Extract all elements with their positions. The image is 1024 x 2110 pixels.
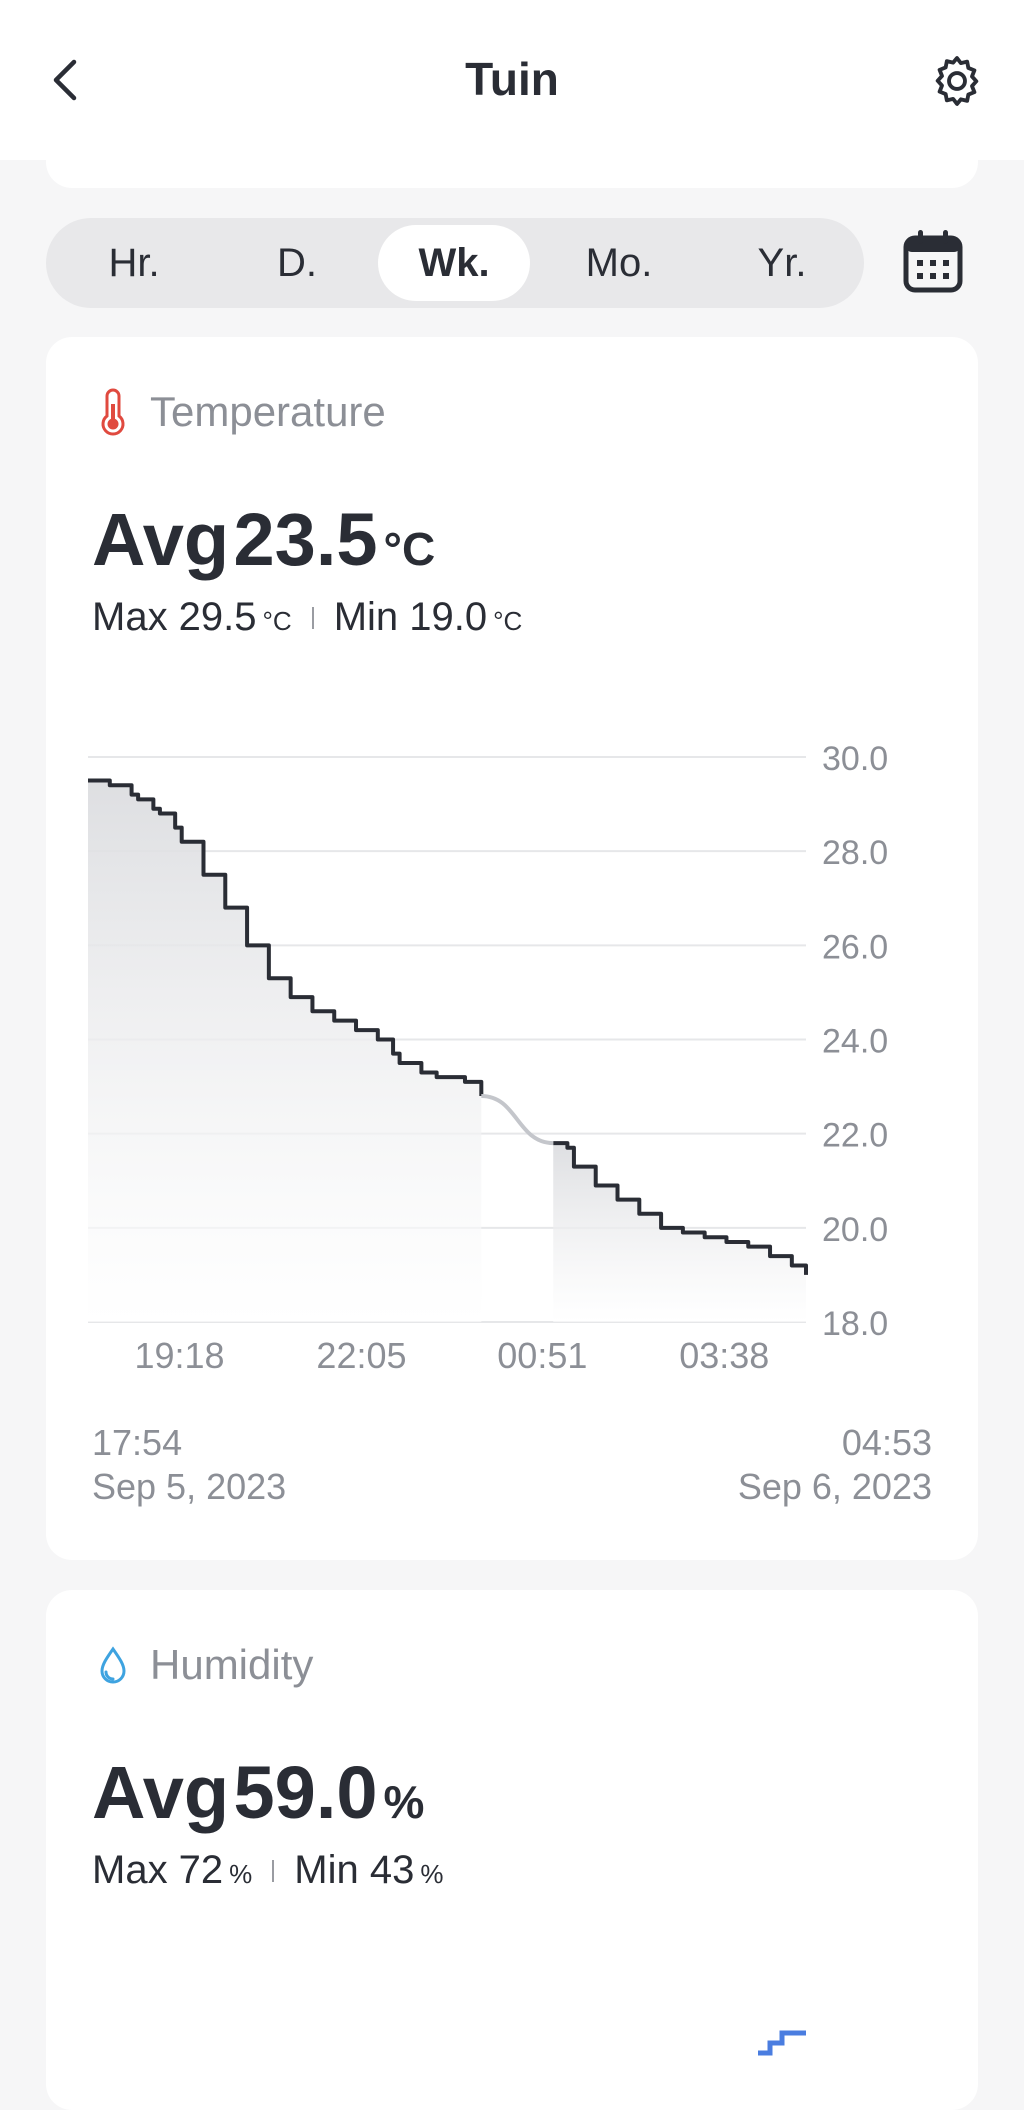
x-tick-label: 22:05 bbox=[316, 1335, 406, 1376]
humidity-average: Avg 59.0% bbox=[92, 1750, 424, 1835]
calendar-button[interactable] bbox=[902, 228, 964, 294]
temperature-header: Temperature bbox=[96, 387, 386, 437]
y-tick-label: 26.0 bbox=[822, 928, 888, 966]
temperature-min-max: Max 29.5 °C Min 19.0 °C bbox=[92, 595, 522, 640]
gear-icon bbox=[935, 56, 979, 106]
avg-temperature-unit: °C bbox=[383, 523, 436, 575]
back-button[interactable] bbox=[44, 50, 94, 110]
min-humidity: Min 43 bbox=[294, 1848, 415, 1892]
chevron-left-icon bbox=[53, 59, 77, 101]
min-temperature: Min 19.0 bbox=[333, 595, 488, 639]
tab-day[interactable]: D. bbox=[277, 240, 317, 285]
max-humidity-unit: % bbox=[229, 1859, 253, 1889]
humidity-card[interactable]: Humidity Avg 59.0% Max 72% Min 43% bbox=[46, 1590, 978, 2110]
page-title: Tuin bbox=[465, 53, 559, 105]
x-tick-label: 19:18 bbox=[134, 1335, 224, 1376]
avg-prefix: Avg bbox=[92, 498, 230, 581]
humidity-series-line bbox=[758, 2030, 806, 2056]
tab-week[interactable]: Wk. bbox=[378, 225, 530, 301]
avg-humidity-value: 59.0 bbox=[233, 1751, 378, 1834]
temperature-chart[interactable]: 30.0 28.0 26.0 24.0 22.0 20.0 18.0 19:18 22:05 0… bbox=[46, 337, 978, 1417]
avg-humidity-unit: % bbox=[383, 1776, 425, 1828]
range-start-date: Sep 5, 2023 bbox=[92, 1466, 287, 1507]
avg-temperature-value: 23.5 bbox=[233, 498, 378, 581]
temperature-title: Temperature bbox=[150, 388, 386, 435]
range-end: 04:53 Sep 6, 2023 bbox=[738, 1421, 932, 1509]
avg-prefix: Avg bbox=[92, 1751, 230, 1834]
min-humidity-unit: % bbox=[420, 1859, 444, 1889]
range-start-time: 17:54 bbox=[92, 1422, 183, 1463]
temperature-series-line bbox=[88, 778, 484, 1096]
tab-year[interactable]: Yr. bbox=[757, 240, 807, 285]
min-temperature-unit: °C bbox=[493, 606, 523, 636]
divider bbox=[311, 606, 314, 629]
range-start: 17:54 Sep 5, 2023 bbox=[92, 1421, 286, 1509]
y-tick-label: 30.0 bbox=[822, 740, 888, 778]
divider bbox=[272, 1859, 275, 1882]
calendar-icon bbox=[903, 230, 963, 293]
settings-button[interactable] bbox=[928, 52, 986, 110]
temperature-average: Avg 23.5 °C bbox=[92, 497, 435, 582]
humidity-min-max: Max 72% Min 43% bbox=[92, 1848, 443, 1893]
y-tick-label: 18.0 bbox=[822, 1305, 888, 1343]
temperature-series-line bbox=[553, 1141, 808, 1275]
period-selector: Hr. D. Wk. Mo. Yr. bbox=[46, 218, 864, 308]
temperature-gap-line bbox=[481, 1094, 554, 1146]
humidity-chart-preview bbox=[758, 2030, 806, 2056]
tab-hour[interactable]: Hr. bbox=[108, 240, 160, 285]
x-tick-label: 00:51 bbox=[497, 1335, 587, 1376]
water-drop-icon bbox=[100, 1646, 126, 1684]
y-tick-label: 20.0 bbox=[822, 1211, 888, 1249]
x-tick-label: 03:38 bbox=[679, 1335, 769, 1376]
top-bar: Tuin bbox=[0, 0, 1024, 160]
tab-month[interactable]: Mo. bbox=[585, 240, 653, 285]
y-tick-label: 22.0 bbox=[822, 1117, 888, 1155]
temperature-area-before-gap bbox=[88, 780, 482, 1322]
humidity-header: Humidity bbox=[96, 1640, 313, 1690]
range-end-date: Sep 6, 2023 bbox=[737, 1466, 932, 1507]
temperature-area-after-gap bbox=[553, 1143, 806, 1322]
max-temperature-unit: °C bbox=[262, 606, 292, 636]
max-temperature: Max 29.5 bbox=[92, 595, 257, 639]
humidity-title: Humidity bbox=[150, 1641, 314, 1688]
temperature-card[interactable]: Temperature Avg 23.5 °C Max 29.5 °C Min 19… bbox=[46, 337, 978, 1560]
y-tick-label: 28.0 bbox=[822, 834, 888, 872]
range-end-time: 04:53 bbox=[841, 1422, 932, 1463]
thermometer-icon bbox=[101, 388, 125, 436]
summary-card-bottom-edge bbox=[46, 140, 978, 188]
max-humidity: Max 72 bbox=[92, 1848, 224, 1892]
y-tick-label: 24.0 bbox=[822, 1023, 888, 1061]
